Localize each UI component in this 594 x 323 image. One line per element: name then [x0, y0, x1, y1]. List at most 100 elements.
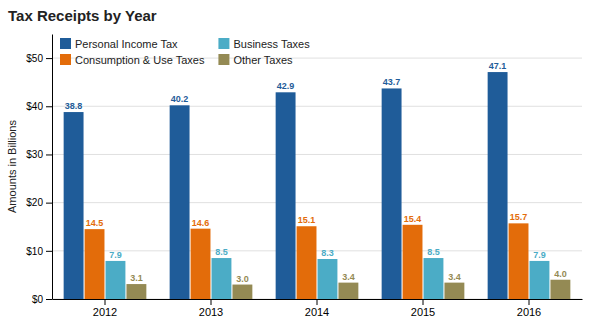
data-label: 14.6: [192, 218, 210, 228]
bar: [403, 225, 423, 299]
bar: [191, 229, 211, 299]
y-tick: $0: [32, 294, 52, 305]
bar: [106, 261, 126, 299]
bar: [530, 261, 550, 299]
bar-series: [64, 72, 508, 299]
legend-label: Personal Income Tax: [75, 38, 178, 50]
x-tick-label: 2013: [199, 306, 223, 318]
bar: [338, 283, 358, 299]
data-label: 40.2: [171, 94, 189, 104]
x-tick: 2012: [93, 299, 117, 318]
data-label: 3.0: [236, 274, 249, 284]
y-axis: $0 $10 $20 $30 $40 $50: [26, 35, 52, 305]
x-tick: 2016: [517, 299, 541, 318]
data-label: 15.1: [298, 215, 316, 225]
y-tick-mark: [46, 154, 52, 155]
bar: [212, 258, 232, 299]
y-tick-mark: [46, 251, 52, 252]
bar: [488, 72, 508, 299]
data-label: 3.4: [448, 272, 461, 282]
bar: [170, 105, 190, 299]
x-tick-label: 2016: [517, 306, 541, 318]
legend-item: Consumption & Use Taxes: [60, 54, 205, 66]
bar-series: [85, 223, 529, 299]
data-label: 42.9: [277, 81, 295, 91]
legend-item: Business Taxes: [218, 38, 310, 50]
y-tick-mark: [46, 299, 52, 300]
legend-item: Personal Income Tax: [60, 38, 178, 50]
y-tick-mark: [46, 106, 52, 107]
bar: [232, 285, 252, 299]
data-label: 15.4: [404, 214, 422, 224]
y-tick: $30: [26, 149, 52, 160]
chart: Tax Receipts by Year 2012 2013 2014 2015 2016…: [0, 0, 594, 323]
bar: [509, 223, 529, 299]
legend-swatch: [60, 38, 71, 49]
bar: [126, 284, 146, 299]
bar: [444, 283, 464, 299]
x-tick-mark: [211, 299, 212, 305]
data-label: 8.5: [427, 247, 440, 257]
x-tick-mark: [317, 299, 318, 305]
data-label: 7.9: [109, 250, 122, 260]
title: Tax Receipts by Year: [8, 7, 157, 24]
data-label: 3.4: [342, 272, 355, 282]
legend-label: Consumption & Use Taxes: [75, 54, 205, 66]
bar: [276, 92, 296, 299]
grid: [52, 58, 582, 299]
legend-swatch: [218, 54, 229, 65]
x-tick-label: 2012: [93, 306, 117, 318]
bar: [382, 88, 402, 299]
data-label: 8.3: [321, 248, 334, 258]
legend-label: Business Taxes: [233, 38, 310, 50]
y-tick-label: $30: [26, 149, 43, 160]
legend-label: Other Taxes: [233, 54, 293, 66]
y-tick: $50: [26, 53, 52, 64]
x-tick-label: 2014: [305, 306, 329, 318]
y-tick: $40: [26, 101, 52, 112]
y-axis-line: [52, 35, 53, 300]
y-tick-label: $50: [26, 53, 43, 64]
data-label: 15.7: [510, 212, 528, 222]
bar-series: [126, 280, 570, 299]
bar-series: [106, 258, 550, 299]
bar: [85, 229, 105, 299]
x-tick: 2015: [411, 299, 435, 318]
legend-swatch: [218, 38, 229, 49]
plot: 2012 2013 2014 2015 2016 $0 $10 $20 $30 $40 $50 38.…: [26, 35, 582, 318]
x-tick-mark: [423, 299, 424, 305]
data-label: 7.9: [533, 250, 546, 260]
bar: [550, 280, 570, 299]
data-label: 43.7: [383, 77, 401, 87]
y-tick-mark: [46, 203, 52, 204]
data-label: 4.0: [554, 269, 567, 279]
y-axis-title: Amounts in Billions: [6, 120, 18, 213]
legend-swatch: [60, 54, 71, 65]
data-label: 14.5: [86, 218, 104, 228]
x-tick-label: 2015: [411, 306, 435, 318]
legend-item: Other Taxes: [218, 54, 293, 66]
data-label: 47.1: [489, 61, 507, 71]
data-label: 38.8: [65, 101, 83, 111]
x-tick-mark: [529, 299, 530, 305]
y-tick-label: $40: [26, 101, 43, 112]
x-tick: 2014: [305, 299, 329, 318]
y-tick: $10: [26, 246, 52, 257]
legend: Personal Income Tax Consumption & Use Tax…: [60, 38, 310, 66]
y-tick-label: $10: [26, 246, 43, 257]
data-label: 3.1: [130, 273, 143, 283]
bars: [64, 72, 571, 299]
x-axis: 2012 2013 2014 2015 2016: [53, 299, 583, 318]
bar: [64, 112, 84, 299]
bar: [297, 226, 317, 299]
data-label: 8.5: [215, 247, 228, 257]
y-tick: $20: [26, 197, 52, 208]
y-tick-label: $20: [26, 197, 43, 208]
bar: [424, 258, 444, 299]
x-tick-mark: [105, 299, 106, 305]
x-tick: 2013: [199, 299, 223, 318]
y-tick-mark: [46, 58, 52, 59]
data-labels: 38.8 40.2 42.9 43.7 47.1 14.5 14.6 15.1 15.4 15.7…: [65, 61, 567, 283]
bar: [318, 259, 338, 299]
y-tick-label: $0: [32, 294, 44, 305]
